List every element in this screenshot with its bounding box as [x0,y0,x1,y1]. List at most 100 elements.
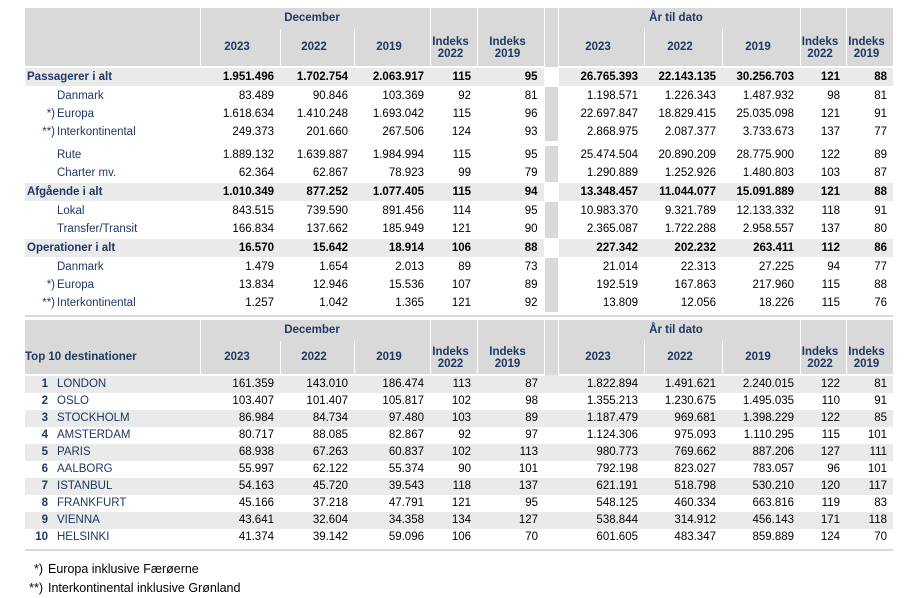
value-cell: 81 [524,89,538,102]
value-cell: 118 [821,204,841,217]
value-cell: 62.364 [238,166,274,179]
value-cell: 121 [800,182,847,202]
gutter-column-header [543,8,559,67]
value-cell: 1.042 [319,296,348,309]
traffic-summary-table: December År til dato 2023 2022 2019 Indeks 20… [25,8,894,317]
value-cell: 62.122 [312,463,348,476]
value-cell: 1.984.994 [372,148,424,161]
gutter-cell [543,86,559,105]
total-row: Operationer i alt 16.570 15.642 18.914 106 88… [25,238,894,258]
value-cell: 115 [452,107,471,120]
value-cell: 11.044.077 [644,182,722,202]
row-label: Interkontinental [57,296,136,309]
value-cell: 114 [452,204,471,217]
table-row: Rute 1.889.132 1.639.887 1.984.994 115 95 25.4… [25,146,893,164]
separator-row [25,141,894,146]
header-spacer [800,320,847,341]
footnote-text: Europa inklusive Færøerne [48,562,199,576]
row-label: Afgående i alt [27,185,103,198]
value-cell: 118 [846,512,894,529]
row-label-cell: Operationer i alt [25,238,200,258]
rank-number: 9 [41,514,48,527]
gutter-cell [544,427,558,444]
value-cell: 22.697.847 [580,107,638,120]
value-cell: 122 [800,375,847,393]
row-label-cell: **) Interkontinental [25,294,200,312]
value-cell: 2.240.015 [722,375,801,393]
value-cell: 86 [846,238,894,258]
row-label-cell: 6 AALBORG [25,461,200,478]
value-cell: 94 [477,182,544,202]
value-cell: 91 [874,395,888,408]
value-cell: 45.166 [238,497,274,510]
value-cell: 90 [458,463,471,476]
value-cell: 483.347 [674,531,716,544]
value-cell: 783.057 [752,463,795,476]
header-spacer [477,8,545,29]
value-cell: 121 [820,107,841,120]
value-cell: 89 [874,148,888,161]
table-header: December År til dato Top 10 destinationer 2… [25,320,894,376]
year-header: 2023 [558,29,645,68]
value-cell: 1.010.349 [200,182,280,202]
value-cell: 97 [525,429,538,442]
value-cell: 43.641 [200,512,280,529]
spacer-cell [25,312,894,316]
value-cell: 1.654 [319,260,348,273]
index-header-label: Indeks 2019 [489,35,526,60]
table-body: Passagerer i alt 1.951.496 1.702.754 2.063.… [25,66,894,316]
value-cell: 90 [524,222,538,235]
value-cell: 115 [821,429,841,442]
value-cell: 1.491.621 [644,375,722,393]
value-cell: 1.479 [245,260,274,273]
value-cell: 823.027 [674,463,716,476]
value-cell: 22.313 [680,260,716,273]
destination-label: LONDON [57,378,107,391]
table-row: Charter mv. 62.364 62.867 78.923 99 79 1.290.8… [25,164,893,183]
destination-label: HELSINKI [57,531,110,544]
table-body: 1 LONDON 161.359 143.010 186.474 113 87 1.822.8… [25,375,894,550]
year-header: 2022 [280,341,355,376]
value-cell: 83.489 [238,89,274,102]
value-cell: 39.142 [312,531,348,544]
gutter-cell [543,201,559,220]
value-cell: 115 [430,182,477,202]
value-cell: 21.014 [602,260,638,273]
value-cell: 70 [874,531,888,544]
value-cell: 88 [874,278,888,291]
value-cell: 88 [846,182,894,202]
index-header: Indeks 2022 [430,341,478,376]
year-header: 2019 [354,29,431,68]
value-cell: 161.359 [200,375,280,393]
group-header-december: December [200,320,431,341]
value-cell: 117 [846,478,894,495]
value-cell: 88.085 [312,429,348,442]
gutter-cell [543,294,559,312]
group-header-ytd: År til dato [558,8,801,29]
value-cell: 969.681 [644,410,722,427]
value-cell: 113 [477,444,544,461]
table-row: 5 PARIS 68.938 67.263 60.837 102 113 980.773 769… [25,444,894,461]
table-row: 9 VIENNA 43.641 32.604 34.358 134 127 538.844 31… [25,512,894,529]
table-row: **) Interkontinental 1.257 1.042 1.365 121 92 1… [25,294,893,312]
value-cell: 67.263 [280,444,354,461]
value-cell: 15.642 [280,238,354,258]
value-cell: 538.844 [558,512,644,529]
value-cell: 101 [867,463,888,476]
index-header-label: Indeks 2022 [801,35,839,60]
index-header: Indeks 2019 [846,29,894,68]
value-cell: 137 [820,222,841,235]
table-row: Transfer/Transit 166.834 137.662 185.949 121… [25,220,893,239]
footnote-interkontinental: **) Interkontinental inklusive Grønland [25,579,914,598]
value-cell: 95 [524,204,538,217]
spacer-row [25,312,894,316]
row-label-cell: Charter mv. [25,164,200,183]
value-cell: 87 [874,166,888,179]
value-cell: 167.863 [674,278,716,291]
table-row: 4 AMSTERDAM 80.717 88.085 82.867 92 97 1.124.30… [25,427,893,444]
value-cell: 77 [874,260,888,273]
row-label-cell: 5 PARIS [25,444,200,461]
value-cell: 118 [430,478,477,495]
value-cell: 60.837 [354,444,430,461]
value-cell: 76 [874,296,888,309]
